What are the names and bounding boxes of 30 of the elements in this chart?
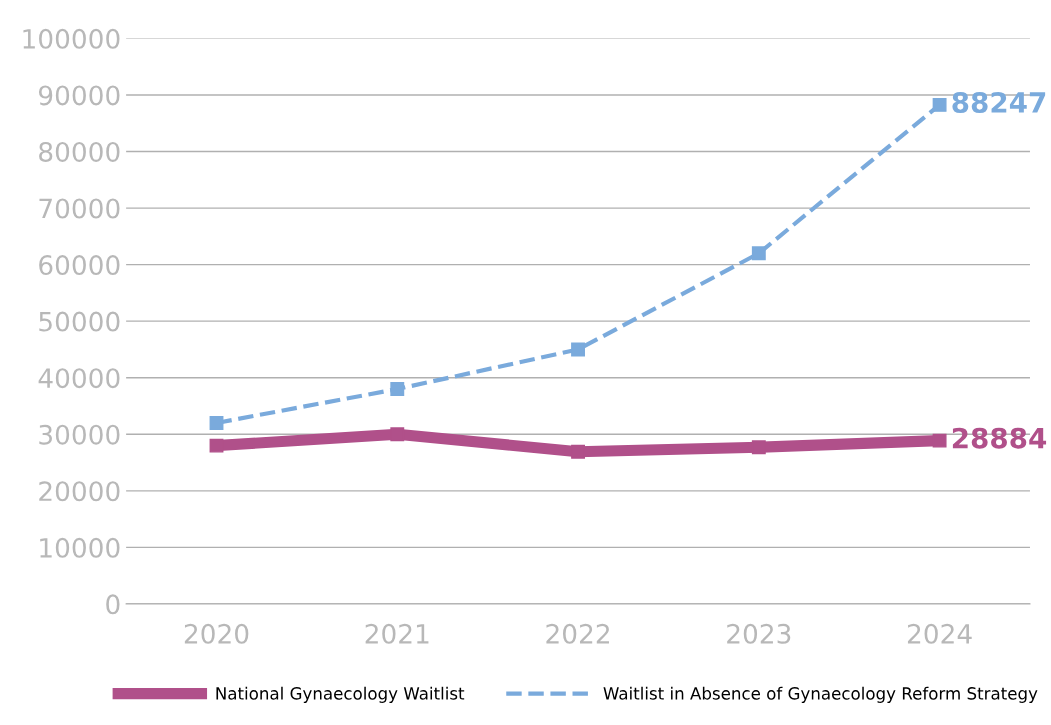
x-tick-label: 2021 [365,623,429,644]
data-label: 28884 [952,427,1047,449]
y-tick-label: 30000 [39,424,120,445]
y-tick-label: 90000 [38,85,120,106]
y-tick-label: 10000 [40,537,120,558]
x-tick-label: 2023 [727,623,791,644]
y-tick-label: 80000 [39,141,120,162]
point [932,433,947,448]
x-tick-label: 2022 [546,623,609,644]
y-tick-label: 70000 [39,198,120,219]
point [751,440,766,455]
y-tick-label: 40000 [38,368,120,389]
point [751,246,766,261]
point [932,97,947,112]
y-tick-label: 60000 [39,255,120,276]
point [390,427,405,442]
data-label: 88247 [952,91,1046,113]
x-tick-label: 2024 [907,623,972,644]
y-tick-label: 50000 [39,311,120,332]
point [571,342,585,357]
x-tick-label: 2020 [184,623,249,644]
point [209,438,224,453]
y-tick-label: 0 [106,594,120,615]
y-tick-label: 20000 [39,481,120,502]
point [390,382,405,396]
point [209,416,224,430]
point [571,444,585,459]
legend-label: Waitlist in Absence of Gynaecology Reform Strategy [603,686,1038,703]
y-tick-label: 100000 [23,28,120,49]
legend-label: National Gynaecology Waitlist [216,686,465,703]
